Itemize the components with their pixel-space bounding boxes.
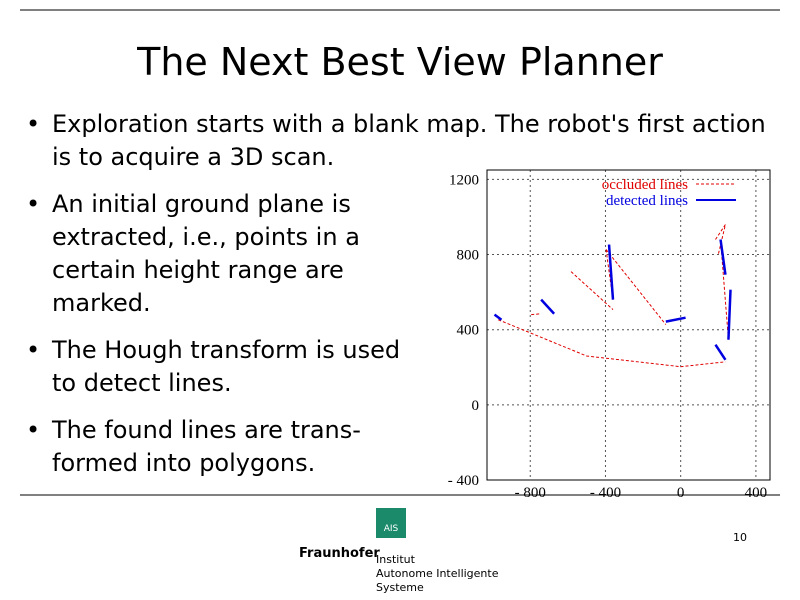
bullet: • The Hough transform is used to detect l… <box>26 334 416 400</box>
y-tick-label: 0 <box>472 398 480 414</box>
legend-label: occluded lines <box>602 177 688 193</box>
slide-title: The Next Best View Planner <box>137 40 663 84</box>
chart: - 800 - 400 0 400 - 400 0 400 800 1200 occluded l… <box>448 169 771 501</box>
institute-line: Autonome Intelligente <box>376 567 499 580</box>
page-number: 10 <box>733 531 747 544</box>
x-tick-label: 0 <box>677 485 685 501</box>
bullet-text: The Hough transform is used to detect li… <box>52 336 401 397</box>
legend-label: detected lines <box>606 193 688 209</box>
logo-text: AIS <box>384 524 399 534</box>
bullet-text: An initial ground plane is extracted, i.… <box>52 190 360 317</box>
plot-frame <box>486 169 771 481</box>
bullet: • Exploration starts with a blank map. Th… <box>26 108 786 174</box>
y-tick-label: - 400 <box>448 473 479 489</box>
series-line <box>493 239 732 361</box>
x-tick-label: 400 <box>745 485 768 501</box>
y-tick-label: 1200 <box>449 172 479 188</box>
y-tick-label: 400 <box>457 323 480 339</box>
brand: Fraunhofer <box>299 546 380 561</box>
y-tick-label: 800 <box>457 248 480 264</box>
institute-line: Systeme <box>376 581 424 594</box>
bullet-text: Exploration starts with a blank map. The… <box>52 110 766 171</box>
bullet-text: The found lines are trans-formed into po… <box>52 416 361 477</box>
bullet: • The found lines are trans-formed into p… <box>26 414 416 480</box>
x-tick-label: - 800 <box>515 485 546 501</box>
x-tick-label: - 400 <box>590 485 621 501</box>
institute-line: Institut <box>376 553 415 566</box>
logo-box <box>376 508 406 538</box>
series-line <box>498 224 729 368</box>
bullet: • An initial ground plane is extracted, i… <box>26 188 416 320</box>
